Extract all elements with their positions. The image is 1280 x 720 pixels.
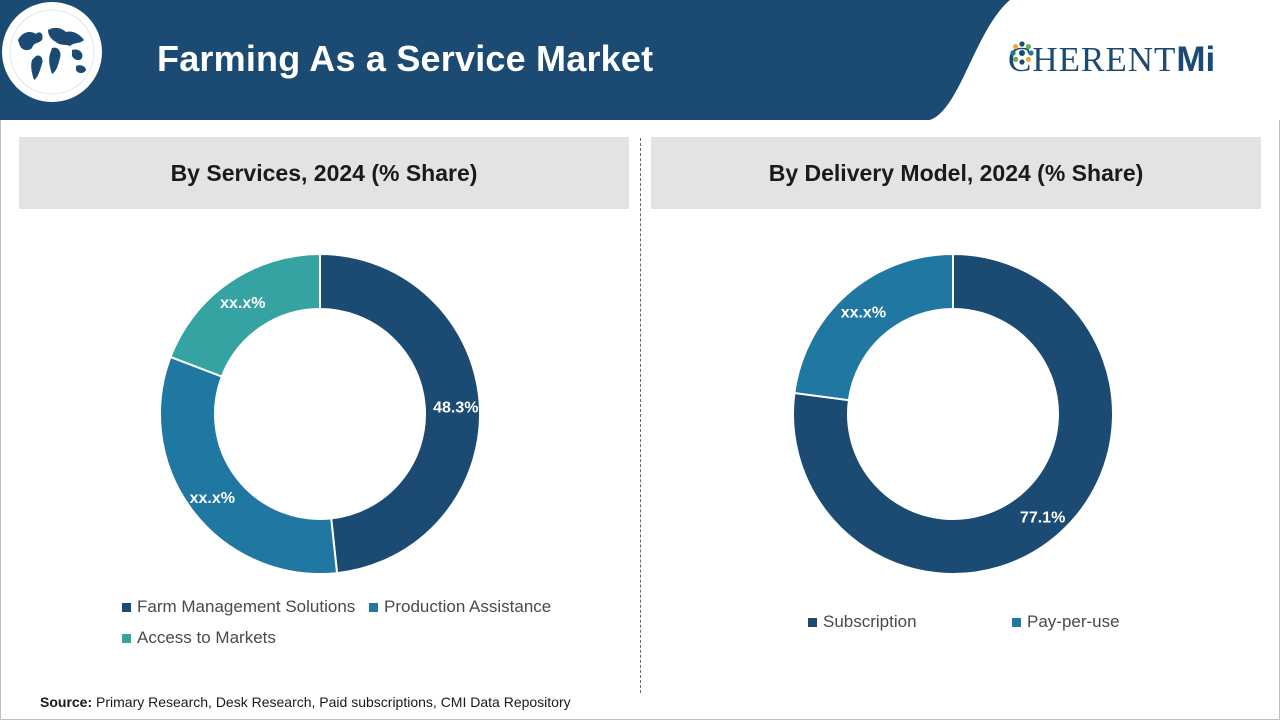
source-label: Source:	[40, 694, 93, 710]
source-note: Source: Primary Research, Desk Research,…	[40, 694, 571, 710]
logo-text: HERENT	[1032, 40, 1177, 79]
donut-slice-production-assistance	[159, 355, 339, 575]
legend-label: Production Assistance	[384, 597, 552, 616]
logo-letter-c: C	[1008, 40, 1033, 79]
donut-slice-farm-management-solutions	[319, 252, 481, 575]
data-label-farm-management-solutions: 48.3%	[433, 400, 478, 417]
globe-icon	[2, 2, 102, 102]
panel-title-delivery-model: By Delivery Model, 2024 (% Share)	[651, 137, 1261, 209]
legend-item-farm-management-solutions: Farm Management Solutions	[122, 597, 355, 617]
header-banner: Farming As a Service Market C HERENTMi	[0, 0, 1280, 120]
legend-label: Farm Management Solutions	[137, 597, 356, 616]
donut-chart-delivery-model: 77.1% xx.x%	[792, 252, 1114, 575]
donut-slice-subscription	[792, 252, 1114, 575]
legend-label: Pay-per-use	[1027, 612, 1120, 631]
legend-item-production-assistance: Production Assistance	[369, 597, 551, 617]
logo-suffix: Mi	[1176, 40, 1216, 79]
legend-label: Subscription	[823, 612, 917, 631]
legend-item-access-to-markets: Access to Markets	[122, 628, 276, 648]
banner-background	[0, 0, 1280, 120]
data-label-pay-per-use: xx.x%	[841, 305, 886, 322]
legend-swatch	[122, 602, 131, 612]
data-label-production-assistance: xx.x%	[190, 490, 235, 507]
panel-divider	[640, 138, 641, 693]
data-label-access-to-markets: xx.x%	[220, 295, 265, 312]
panel-title-services: By Services, 2024 (% Share)	[19, 137, 629, 209]
donut-slice-pay-per-use	[793, 252, 954, 402]
legend-swatch	[1012, 617, 1021, 627]
legend-label: Access to Markets	[137, 628, 276, 647]
legend-swatch	[122, 633, 131, 643]
data-label-subscription: 77.1%	[1020, 509, 1065, 526]
legend-item-subscription: Subscription	[808, 612, 917, 632]
logo-o-dots-icon	[1010, 41, 1034, 65]
donut-slice-access-to-markets	[169, 252, 321, 378]
legend-swatch	[369, 602, 378, 612]
source-text: Primary Research, Desk Research, Paid su…	[96, 694, 571, 710]
page-title: Farming As a Service Market	[157, 38, 654, 79]
coherent-mi-logo: C HERENTMi	[1008, 40, 1215, 80]
donut-chart-services: 48.3% xx.x% xx.x%	[159, 252, 481, 575]
legend-item-pay-per-use: Pay-per-use	[1012, 612, 1120, 632]
legend-swatch	[808, 617, 817, 627]
